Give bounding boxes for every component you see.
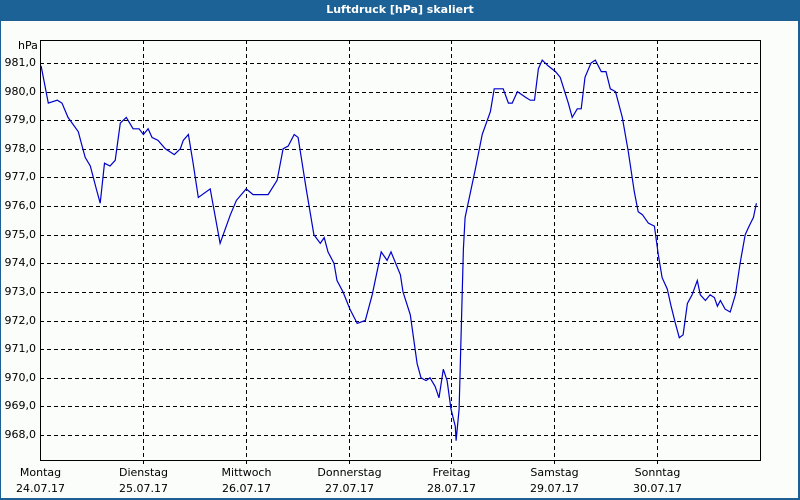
y-tick-label: 968,0 <box>4 427 37 441</box>
y-tick-label: 973,0 <box>4 284 37 298</box>
x-date-label: 26.07.17 <box>222 482 271 495</box>
chart-title: Luftdruck [hPa] skaliert <box>0 0 800 20</box>
x-date-label: 28.07.17 <box>427 482 476 495</box>
y-tick-label: 974,0 <box>4 255 37 269</box>
x-date-label: 27.07.17 <box>325 482 374 495</box>
x-tick-label: Freitag 28.07.17 <box>407 465 497 497</box>
x-tick-label: Samstag 29.07.17 <box>510 465 600 497</box>
x-day-label: Sonntag <box>634 466 681 479</box>
x-tick-label: Donnerstag 27.07.17 <box>305 465 395 497</box>
x-date-label: 30.07.17 <box>633 482 682 495</box>
y-tick-label: 972,0 <box>4 313 37 327</box>
y-tick-label: 981,0 <box>4 55 37 69</box>
plot-frame <box>40 40 761 461</box>
x-tick-label: Dienstag 25.07.17 <box>99 465 189 497</box>
x-day-label: Mittwoch <box>221 466 272 479</box>
x-day-label: Freitag <box>432 466 471 479</box>
y-tick-label: 977,0 <box>4 169 37 183</box>
x-date-label: 29.07.17 <box>530 482 579 495</box>
x-day-label: Donnerstag <box>317 466 382 479</box>
y-tick-label: 976,0 <box>4 198 37 212</box>
y-tick-label: 980,0 <box>4 84 37 98</box>
x-tick-label: Mittwoch 26.07.17 <box>202 465 292 497</box>
y-tick-label: 979,0 <box>4 112 37 126</box>
y-axis-unit: hPa <box>18 39 38 52</box>
x-date-label: 24.07.17 <box>16 482 65 495</box>
pressure-line <box>40 59 757 441</box>
y-tick-label: 969,0 <box>4 398 37 412</box>
x-day-label: Montag <box>19 466 62 479</box>
y-tick-label: 970,0 <box>4 370 37 384</box>
y-tick-label: 975,0 <box>4 227 37 241</box>
x-day-label: Samstag <box>530 466 579 479</box>
x-tick-label: Montag 24.07.17 <box>0 465 86 497</box>
x-day-label: Dienstag <box>118 466 169 479</box>
x-tick-label: Sonntag 30.07.17 <box>613 465 703 497</box>
x-date-label: 25.07.17 <box>119 482 168 495</box>
y-tick-label: 971,0 <box>4 341 37 355</box>
chart-canvas <box>1 21 798 498</box>
y-tick-label: 978,0 <box>4 141 37 155</box>
